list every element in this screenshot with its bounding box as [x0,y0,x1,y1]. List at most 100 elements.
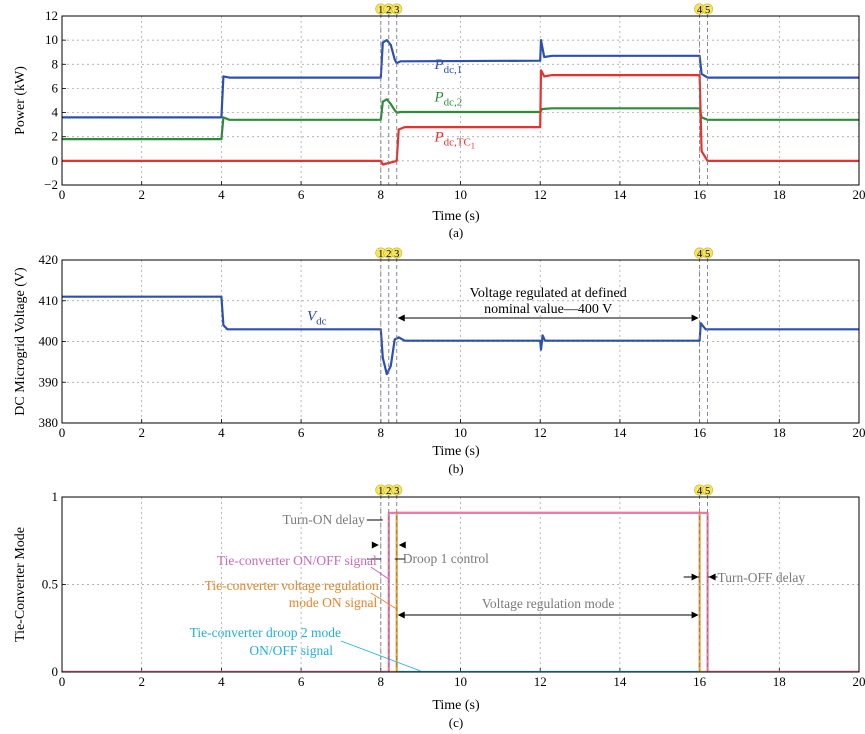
panel-caption: (c) [449,715,463,730]
event-badge-label-4: 4 [697,249,703,260]
x-tick-label: 2 [138,674,145,689]
signal-droop2-leader [340,640,421,672]
series-label-0: Pdc,1 [434,57,463,76]
x-tick-label: 18 [773,674,786,689]
event-badge-label-4: 4 [697,5,703,16]
y-tick-label: 2 [52,129,59,144]
x-tick-label: 12 [534,425,547,440]
signal-vreg-label-2: mode ON signal [289,595,378,610]
series-line-2 [62,69,859,166]
y-axis-label: Power (kW) [13,66,28,135]
event-badge-5 [702,247,714,259]
y-tick-label: 4 [52,105,59,120]
signal-vreg-label-1: Tie-converter voltage regulation [205,578,379,593]
y-tick-label: 0 [52,664,59,679]
y-tick-label: 12 [45,8,58,23]
y-tick-label: 8 [52,56,59,71]
event-badge-label-1: 1 [378,486,383,497]
x-tick-label: 6 [298,674,305,689]
x-tick-label: 16 [693,425,707,440]
y-tick-label: 10 [45,32,58,47]
event-badge-label-1: 1 [378,249,383,260]
x-tick-label: 6 [298,187,305,202]
x-tick-label: 8 [378,187,385,202]
y-tick-label: 6 [52,80,59,95]
x-tick-label: 6 [298,425,305,440]
event-badge-label-5: 5 [705,5,710,16]
double-arrow-regulated-head-left [397,314,405,322]
annotation-line-2: nominal value—400 V [484,302,612,317]
turn-off-delay-label: Turn-OFF delay [718,570,806,585]
x-tick-label: 20 [853,187,865,202]
event-badge-label-3: 3 [394,249,399,260]
x-tick-label: 14 [613,674,627,689]
series-label-2: Pdc,TC1 [434,130,475,151]
y-axis-label: Tie-Converter Mode [13,527,28,642]
x-tick-label: 2 [138,425,145,440]
y-tick-label: 400 [39,334,59,349]
signal-droop2-label-2: ON/OFF signal [249,643,333,658]
x-tick-label: 0 [59,674,66,689]
x-tick-label: 18 [773,187,786,202]
series-line-2 [62,511,859,672]
event-badge-label-2: 2 [386,5,391,16]
x-tick-label: 0 [59,425,66,440]
event-badge-5 [702,484,714,496]
x-tick-label: 4 [218,674,225,689]
x-tick-label: 12 [534,187,547,202]
x-tick-label: 10 [454,425,467,440]
signal-vreg-leader [370,592,397,610]
arrow-left-droop [371,541,379,549]
event-badge-label-5: 5 [705,486,710,497]
event-badge-3 [391,484,403,496]
y-tick-label: 0.5 [42,577,58,592]
x-axis-label: Time (s) [432,209,480,224]
x-axis-label: Time (s) [432,698,480,713]
double-arrow-regulated-head-right [691,314,699,322]
x-tick-label: 10 [454,674,467,689]
signal-onoff-label: Tie-converter ON/OFF signal [217,553,377,568]
y-tick-label: 390 [39,374,59,389]
event-badge-5 [702,3,714,15]
y-axis-label: DC Microgrid Voltage (V) [13,267,28,416]
x-tick-label: 8 [378,674,385,689]
y-tick-label: 420 [39,252,59,267]
x-axis-label: Time (s) [432,444,480,459]
turn-off-left-head [691,573,699,581]
x-tick-label: 16 [693,187,707,202]
signal-droop2-label-1: Tie-converter droop 2 mode [190,625,341,640]
event-badge-label-5: 5 [705,249,710,260]
event-badge-label-2: 2 [386,249,391,260]
event-badge-label-2: 2 [386,486,391,497]
double-arrow-vreg-head-right [691,611,699,619]
x-tick-label: 18 [773,425,786,440]
y-tick-label: 410 [39,293,59,308]
x-tick-label: 8 [378,425,385,440]
plot-frame [61,15,860,186]
x-tick-label: 4 [218,425,225,440]
y-tick-label: 0 [52,153,59,168]
panel-caption: (a) [449,225,463,240]
y-tick-label: 1 [52,489,59,504]
event-badge-label-4: 4 [697,486,703,497]
droop1-label: Droop 1 control [403,551,489,566]
x-tick-label: 10 [454,187,467,202]
double-arrow-vreg-head-left [397,611,405,619]
signal-onoff-leader [370,566,390,580]
event-badge-label-3: 3 [394,5,399,16]
arrow-right-droop [398,541,406,549]
x-tick-label: 4 [218,187,225,202]
y-tick-label: 380 [39,415,59,430]
y-tick-label: −2 [44,177,58,192]
x-tick-label: 16 [693,674,707,689]
event-badge-label-3: 3 [394,486,399,497]
x-tick-label: 14 [613,425,627,440]
plot-frame [61,259,860,424]
